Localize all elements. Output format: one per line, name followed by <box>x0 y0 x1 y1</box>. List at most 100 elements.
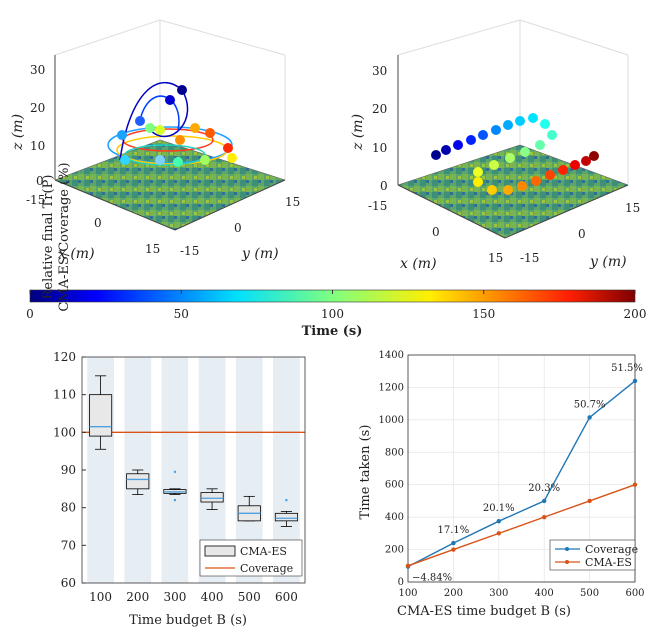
colorbar-label: Time (s) <box>302 324 363 339</box>
series-point-coverage <box>632 378 638 384</box>
box-iqr <box>274 512 298 522</box>
waypoints-right <box>431 113 599 195</box>
box-200 <box>126 469 150 495</box>
x-tick: -15 <box>26 193 45 207</box>
z-axis-label: z (m) <box>350 114 366 151</box>
waypoints-left <box>117 85 237 167</box>
y-tick-label: 100 <box>53 425 76 439</box>
y-axis-label: y (m) <box>589 254 627 270</box>
y-tick: 15 <box>625 201 640 215</box>
x-tick-label: 100 <box>89 590 112 604</box>
z-tick: 20 <box>30 101 45 115</box>
y-tick-label: 200 <box>385 545 404 556</box>
box-iqr <box>126 473 150 490</box>
y-tick-label: 400 <box>385 512 404 523</box>
annotation-label: 50.7% <box>574 399 606 410</box>
y-tick: -15 <box>180 244 199 258</box>
box-outlier <box>173 470 177 474</box>
x-tick: 0 <box>94 216 102 230</box>
series-point-cma-es <box>542 514 547 520</box>
legend-label: CMA-ES <box>240 545 287 558</box>
x-tick: -15 <box>368 199 387 213</box>
colorbar-tick-label: 200 <box>624 307 647 321</box>
y-tick-label: 600 <box>385 480 404 491</box>
annotation-label: 20.3% <box>528 483 560 494</box>
series-point-cma-es <box>632 482 638 487</box>
legend-swatch-cmaes <box>204 545 236 557</box>
series-point-cma-es <box>405 563 411 568</box>
box-outlier <box>173 498 177 502</box>
z-tick: 20 <box>372 102 387 116</box>
legend-label: Coverage <box>240 562 293 575</box>
annotation-label: 17.1% <box>438 525 470 536</box>
series-point-cma-es <box>587 498 592 504</box>
line-chart: 0 200 400 600 800 1000 1200 1400 100 200 300 400 50… <box>358 350 645 619</box>
terrain-surface <box>54 139 286 231</box>
box-ylabel-line2: CMA-ES/Coverage (%) <box>57 162 72 311</box>
series-point-cma-es <box>451 547 456 552</box>
y-tick-label: 1200 <box>379 382 404 393</box>
y-axis-label: y (m) <box>241 246 279 262</box>
y-tick-label: 60 <box>61 576 76 590</box>
y-tick: 0 <box>234 221 242 235</box>
colorbar-tick-label: 50 <box>174 307 189 321</box>
y-tick-label: 0 <box>398 577 404 588</box>
colorbar-tick-label: 150 <box>472 307 495 321</box>
x-tick: 15 <box>145 242 160 256</box>
x-tick: 0 <box>432 225 440 239</box>
series-point-cma-es <box>496 531 501 536</box>
series-point-coverage <box>451 540 456 546</box>
box-100 <box>89 375 113 450</box>
y-tick: 0 <box>578 227 586 241</box>
x-tick-label: 500 <box>580 588 599 599</box>
box-600 <box>274 498 298 527</box>
x-tick-label: 500 <box>238 590 261 604</box>
x-axis-label: x (m) <box>400 256 437 272</box>
box-500 <box>237 495 261 522</box>
x-tick-label: 100 <box>398 588 417 599</box>
y-tick: -15 <box>520 251 539 265</box>
category-band <box>161 357 189 583</box>
box-300 <box>163 470 187 502</box>
y-tick-label: 80 <box>61 501 76 515</box>
x-tick-label: 200 <box>444 588 463 599</box>
z-tick: 10 <box>30 139 45 153</box>
series-point-coverage <box>587 415 592 420</box>
x-axis-label: x (m) <box>58 246 95 262</box>
annotation-label: −4.84% <box>412 573 452 584</box>
series-point-coverage <box>542 498 547 504</box>
legend-marker <box>565 547 569 551</box>
z-tick: 0 <box>380 179 388 193</box>
colorbar-tick-label: 100 <box>321 307 344 321</box>
line-ylabel: Time taken (s) <box>358 425 373 520</box>
legend-label: CMA-ES <box>585 556 632 569</box>
colorbar-tick-label: 0 <box>26 307 34 321</box>
x-tick-label: 200 <box>126 590 149 604</box>
legend-marker <box>565 560 569 564</box>
y-tick-label: 800 <box>385 447 404 458</box>
box-ylabel-line1: Relative final Tr(P) <box>41 175 56 300</box>
series-point-coverage <box>496 518 501 524</box>
annotation-label: 20.1% <box>483 503 515 514</box>
x-tick-label: 300 <box>163 590 186 604</box>
x-tick: 15 <box>488 251 503 265</box>
y-tick-label: 110 <box>53 388 76 402</box>
y-tick-label: 70 <box>61 538 76 552</box>
box-xlabel: Time budget B (s) <box>129 613 247 628</box>
colorbar: 0 50 100 150 200 Time (s) <box>26 289 647 339</box>
series-line-cma-es <box>407 484 636 567</box>
x-tick-label: 600 <box>275 590 298 604</box>
box-outlier <box>285 498 288 502</box>
y-tick-label: 1000 <box>379 415 404 426</box>
line-xlabel: CMA-ES time budget B (s) <box>397 604 571 619</box>
z-tick: 30 <box>30 63 45 77</box>
line-legend: Coverage CMA-ES <box>549 539 638 571</box>
y-tick-label: 120 <box>53 350 76 364</box>
z-tick: 30 <box>372 64 387 78</box>
x-tick-label: 400 <box>535 588 554 599</box>
plot3d-right: 0 10 20 30 z (m) -15 0 15 x (m) -15 0 15… <box>350 19 640 272</box>
series-line-coverage <box>407 380 636 568</box>
